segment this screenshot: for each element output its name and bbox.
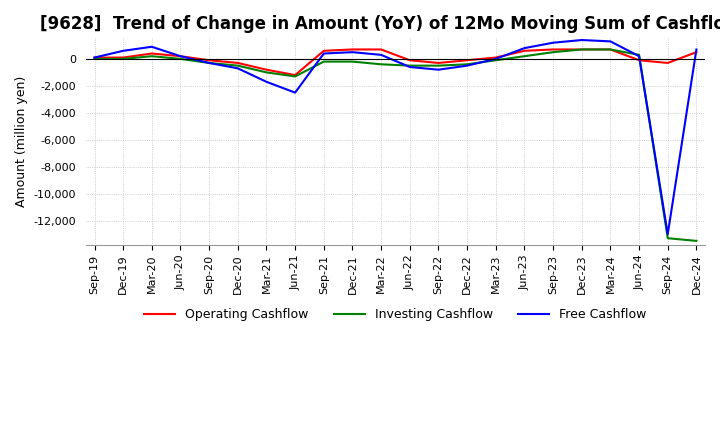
Investing Cashflow [663, 235, 672, 241]
Investing Cashflow [577, 47, 586, 52]
Operating Cashflow [90, 55, 99, 60]
Free Cashflow [663, 231, 672, 237]
Investing Cashflow [262, 70, 271, 75]
Free Cashflow [492, 56, 500, 62]
Investing Cashflow [233, 63, 242, 68]
Free Cashflow [176, 54, 185, 59]
Investing Cashflow [549, 50, 557, 55]
Free Cashflow [320, 51, 328, 56]
Investing Cashflow [405, 63, 414, 68]
Line: Free Cashflow: Free Cashflow [94, 40, 696, 234]
Free Cashflow [119, 48, 127, 53]
Free Cashflow [262, 79, 271, 84]
Investing Cashflow [176, 56, 185, 62]
Operating Cashflow [405, 58, 414, 63]
Operating Cashflow [635, 58, 644, 63]
Investing Cashflow [90, 56, 99, 62]
Free Cashflow [577, 37, 586, 43]
Free Cashflow [520, 45, 528, 51]
Free Cashflow [204, 60, 213, 66]
Investing Cashflow [692, 238, 701, 244]
Free Cashflow [291, 90, 300, 95]
Operating Cashflow [348, 47, 357, 52]
Operating Cashflow [606, 47, 615, 52]
Free Cashflow [148, 44, 156, 49]
Operating Cashflow [119, 55, 127, 60]
Line: Investing Cashflow: Investing Cashflow [94, 49, 696, 241]
Operating Cashflow [233, 60, 242, 66]
Investing Cashflow [520, 54, 528, 59]
Investing Cashflow [119, 56, 127, 62]
Free Cashflow [606, 39, 615, 44]
Operating Cashflow [204, 58, 213, 63]
Operating Cashflow [148, 51, 156, 56]
Free Cashflow [348, 50, 357, 55]
Operating Cashflow [520, 48, 528, 53]
Investing Cashflow [377, 62, 385, 67]
Operating Cashflow [320, 48, 328, 53]
Operating Cashflow [492, 55, 500, 60]
Investing Cashflow [148, 54, 156, 59]
Investing Cashflow [635, 52, 644, 58]
Operating Cashflow [291, 73, 300, 78]
Free Cashflow [233, 66, 242, 71]
Investing Cashflow [320, 59, 328, 64]
Legend: Operating Cashflow, Investing Cashflow, Free Cashflow: Operating Cashflow, Investing Cashflow, … [139, 303, 652, 326]
Investing Cashflow [606, 47, 615, 52]
Investing Cashflow [463, 62, 472, 67]
Operating Cashflow [577, 47, 586, 52]
Investing Cashflow [291, 74, 300, 79]
Free Cashflow [405, 64, 414, 70]
Free Cashflow [434, 67, 443, 72]
Investing Cashflow [434, 63, 443, 68]
Y-axis label: Amount (million yen): Amount (million yen) [15, 76, 28, 207]
Free Cashflow [549, 40, 557, 45]
Operating Cashflow [663, 60, 672, 66]
Operating Cashflow [377, 47, 385, 52]
Operating Cashflow [262, 67, 271, 72]
Free Cashflow [90, 55, 99, 60]
Operating Cashflow [434, 60, 443, 66]
Operating Cashflow [549, 47, 557, 52]
Free Cashflow [692, 47, 701, 52]
Investing Cashflow [348, 59, 357, 64]
Free Cashflow [377, 52, 385, 58]
Operating Cashflow [463, 58, 472, 63]
Investing Cashflow [492, 58, 500, 63]
Operating Cashflow [176, 54, 185, 59]
Operating Cashflow [692, 50, 701, 55]
Free Cashflow [635, 54, 644, 59]
Title: [9628]  Trend of Change in Amount (YoY) of 12Mo Moving Sum of Cashflows: [9628] Trend of Change in Amount (YoY) o… [40, 15, 720, 33]
Line: Operating Cashflow: Operating Cashflow [94, 49, 696, 75]
Free Cashflow [463, 63, 472, 68]
Investing Cashflow [204, 60, 213, 66]
